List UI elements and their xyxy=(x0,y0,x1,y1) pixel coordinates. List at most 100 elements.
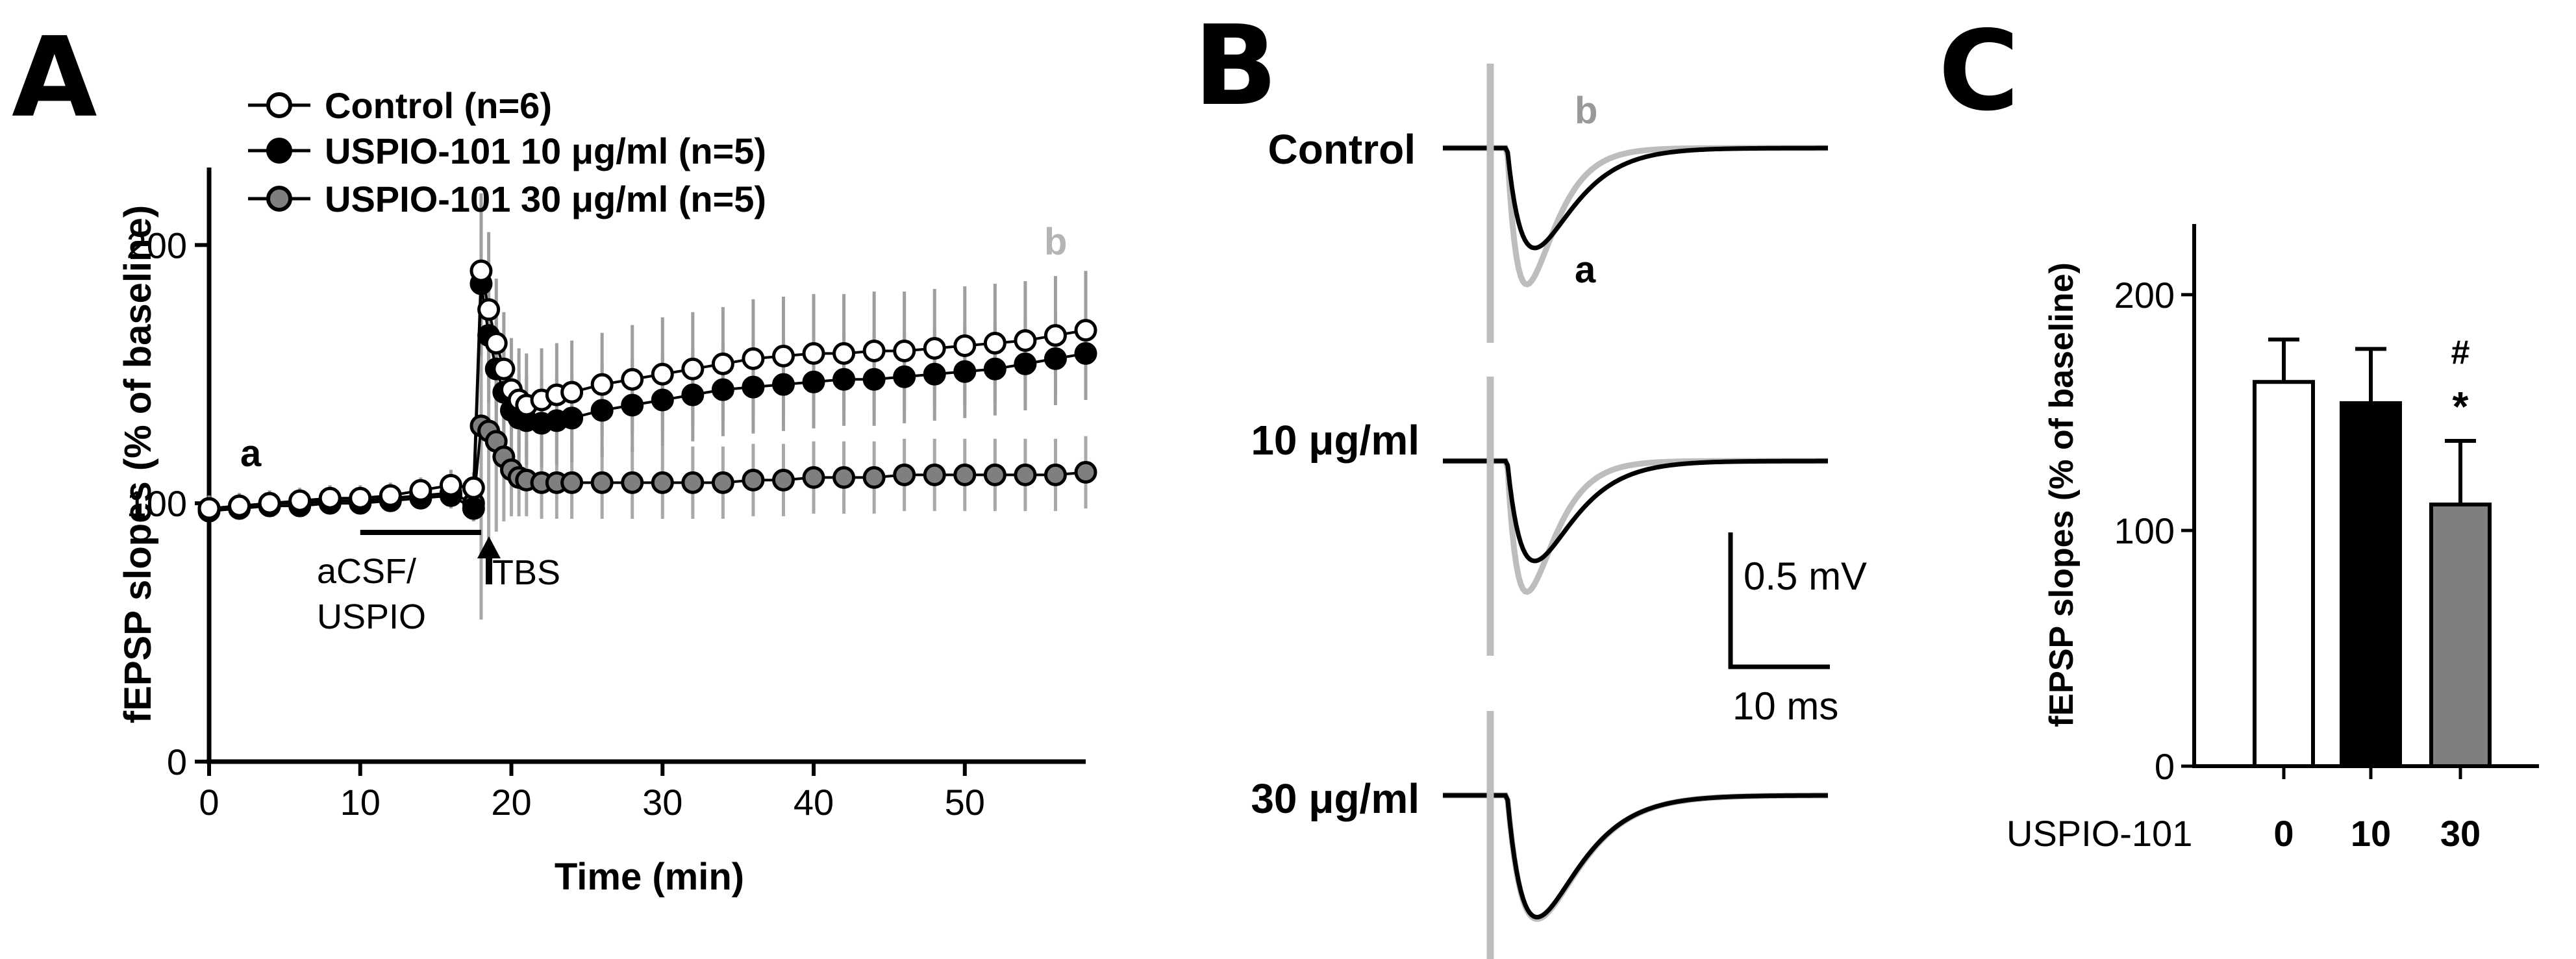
panel-c-y-axis-title: fEPSP slopes (% of baseline) xyxy=(2043,262,2081,727)
legend-item-control: Control (n=6) xyxy=(248,85,552,126)
y-tick-label: 0 xyxy=(2155,746,2175,787)
panel-a-y-axis-title: fEPSP slopes (% of baseline) xyxy=(117,205,159,723)
trace-b xyxy=(1443,145,1828,288)
trace-row-label-control: Control xyxy=(1268,126,1416,173)
data-point xyxy=(1044,347,1067,370)
data-point xyxy=(832,367,856,391)
data-point xyxy=(651,388,674,412)
trace-row-label-30: 30 μg/ml xyxy=(1251,775,1419,822)
x-tick-label: 30 xyxy=(642,782,682,823)
x-tick-label: 0 xyxy=(199,782,219,823)
data-point xyxy=(258,492,281,515)
legend-label-control: Control (n=6) xyxy=(325,85,552,126)
data-point xyxy=(953,463,977,486)
panel-a-y-ticks: 0 100 200 xyxy=(127,225,209,782)
data-point xyxy=(802,342,825,365)
x-tick-label: 10 xyxy=(2351,813,2391,854)
data-point xyxy=(439,473,462,497)
data-point xyxy=(1014,463,1037,486)
legend-item-uspio-10: USPIO-101 10 μg/ml (n=5) xyxy=(248,131,766,171)
data-point xyxy=(590,471,614,494)
trace-label-b: b xyxy=(1575,90,1597,132)
data-point xyxy=(832,342,856,365)
legend-marker-filled-circle xyxy=(266,138,292,164)
panel-a-x-axis-title: Time (min) xyxy=(555,856,744,898)
data-point xyxy=(771,373,795,396)
data-point xyxy=(590,399,614,422)
data-point xyxy=(1014,329,1037,353)
data-point xyxy=(802,370,825,393)
scale-bar-time-label: 10 ms xyxy=(1732,684,1838,728)
data-point xyxy=(288,489,312,512)
panel-letter-b: B xyxy=(1194,2,1278,131)
trace-label-a: a xyxy=(1575,249,1596,291)
data-point xyxy=(409,479,432,502)
bar xyxy=(2253,380,2315,768)
data-point xyxy=(953,334,977,357)
data-point xyxy=(983,463,1007,486)
y-tick-label: 100 xyxy=(2114,510,2175,551)
trace-row-label-10: 10 μg/ml xyxy=(1251,417,1419,464)
trace-a xyxy=(1443,793,1828,919)
data-point xyxy=(477,298,501,321)
data-point xyxy=(893,365,916,388)
scale-bar: 0.5 mV 10 ms xyxy=(1728,532,1867,728)
legend-label-uspio-30: USPIO-101 30 μg/ml (n=5) xyxy=(325,179,766,219)
data-point xyxy=(711,378,734,401)
data-point xyxy=(953,360,977,383)
data-point xyxy=(862,367,886,391)
x-tick-label: 40 xyxy=(794,782,834,823)
data-point xyxy=(742,347,765,370)
data-point xyxy=(621,393,644,417)
data-point xyxy=(802,466,825,489)
panel-a-annotation-a: a xyxy=(240,432,262,475)
legend-marker-open-circle xyxy=(266,92,292,118)
data-point xyxy=(560,380,584,404)
panel-b-traces: Control 10 μg/ml 30 μg/ml b a 0.5 mV 10 … xyxy=(1251,64,1867,959)
data-point xyxy=(1044,324,1067,347)
data-point xyxy=(462,497,485,520)
bar xyxy=(2429,503,2492,768)
data-point xyxy=(681,471,705,494)
bar xyxy=(2340,401,2402,768)
legend-item-uspio-30: USPIO-101 30 μg/ml (n=5) xyxy=(248,179,766,219)
data-point xyxy=(651,471,674,494)
y-tick-label: 200 xyxy=(127,225,187,266)
panel-letter-c: C xyxy=(1938,7,2020,136)
data-point xyxy=(742,375,765,399)
tbs-arrow-icon xyxy=(477,536,501,584)
panel-c-bar-chart: 0 100 200 0 10 30 USPIO-101 fEPSP slopes (% … xyxy=(2007,224,2539,854)
data-point xyxy=(349,486,372,510)
data-point xyxy=(560,406,584,430)
significance-hash: # xyxy=(2451,334,2470,371)
data-point xyxy=(923,336,946,360)
y-tick-label: 0 xyxy=(167,741,187,782)
panel-c-x-axis-title: USPIO-101 xyxy=(2007,813,2192,854)
data-point xyxy=(862,339,886,362)
data-point xyxy=(1074,319,1097,342)
data-point xyxy=(379,484,402,507)
data-point xyxy=(832,466,856,489)
data-point xyxy=(462,476,485,499)
x-tick-label: 30 xyxy=(2440,813,2481,854)
data-point xyxy=(469,259,493,282)
data-point xyxy=(1014,352,1037,375)
scale-bar-voltage-label: 0.5 mV xyxy=(1744,554,1867,598)
data-point xyxy=(923,463,946,486)
y-tick-label: 200 xyxy=(2114,275,2175,316)
data-point xyxy=(983,332,1007,355)
panel-a-x-ticks: 0 10 20 30 40 50 xyxy=(199,762,985,823)
data-point xyxy=(862,466,886,489)
data-point xyxy=(711,471,734,494)
legend-label-uspio-10: USPIO-101 10 μg/ml (n=5) xyxy=(325,131,766,171)
legend-marker-grey-circle xyxy=(266,186,292,212)
data-point xyxy=(318,486,342,510)
treatment-label-line1: aCSF/ xyxy=(317,552,416,591)
y-tick-label: 100 xyxy=(127,483,187,524)
panel-a-line-chart: 0 100 200 0 10 20 30 40 50 Time (min) fEPSP slo… xyxy=(117,85,1097,898)
x-tick-label: 10 xyxy=(340,782,381,823)
significance-star: * xyxy=(2453,383,2469,430)
data-point xyxy=(621,367,644,391)
data-point xyxy=(681,383,705,406)
x-tick-label: 50 xyxy=(945,782,985,823)
